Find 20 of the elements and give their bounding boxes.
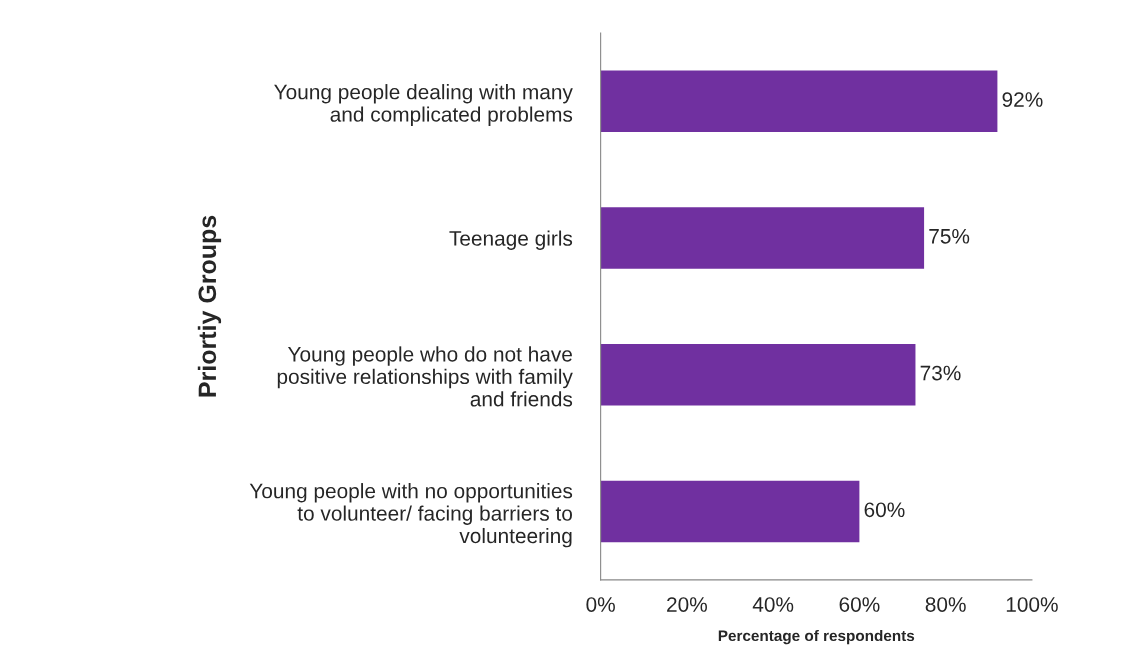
y-tick-label: Teenage girls [449,230,573,250]
y-axis-title: Priortiy Groups [197,215,222,397]
x-axis-title: Percentage of respondents [718,629,915,645]
x-tick-label: 0% [586,597,615,612]
x-tick-label: 60% [839,597,880,612]
data-label: 75% [929,228,970,244]
bar [600,344,916,406]
data-label: 60% [864,502,905,518]
bar [600,70,998,133]
x-tick-label: 20% [667,597,707,612]
x-tick-label: 100% [1006,597,1058,612]
bar [600,207,925,269]
y-tick-label: Young people with no opportunities to volunteer/ facing barriers to volunteering [249,483,573,548]
y-tick-label: Young people dealing with many and complicated problems [274,84,573,126]
x-tick-label: 80% [925,597,966,612]
data-label: 73% [920,365,961,381]
data-label: 92% [1002,92,1043,107]
bar [600,480,860,543]
y-tick-label: Young people who do not have positive relationships with family and friends [277,346,573,407]
x-tick-label: 40% [752,597,794,612]
